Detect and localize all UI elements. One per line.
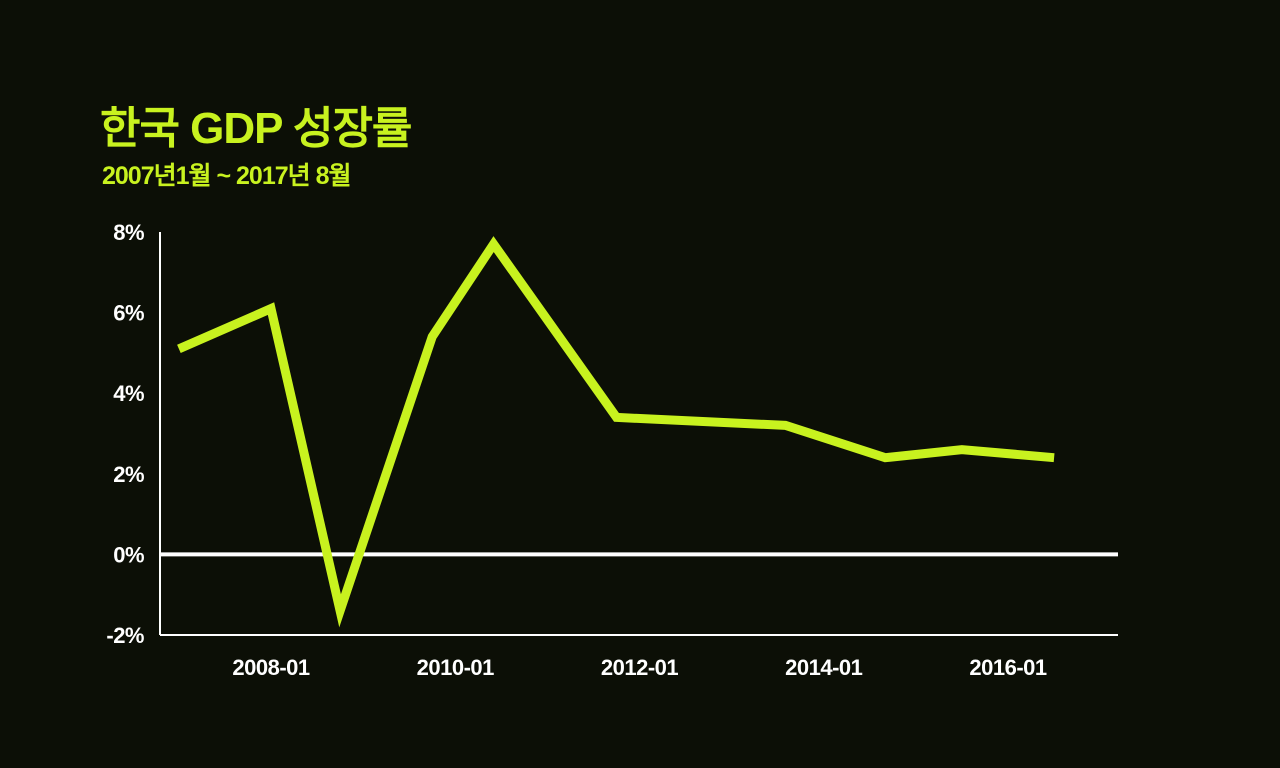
y-tick-label: -2% (106, 623, 144, 648)
chart-title: 한국 GDP 성장률 (100, 104, 412, 153)
x-tick-label: 2014-01 (785, 655, 863, 680)
series-group (177, 236, 1055, 628)
x-tick-label: 2010-01 (417, 655, 495, 680)
y-tick-label: 4% (113, 381, 144, 406)
y-axis: 8% 6% 4% 2% 0% -2% (106, 220, 161, 648)
y-tick-label: 2% (113, 462, 144, 487)
x-tick-label: 2008-01 (232, 655, 310, 680)
x-axis: 2008-01 2010-01 2012-01 2014-01 2016-01 (160, 634, 1118, 680)
gdp-growth-line (177, 236, 1055, 628)
x-tick-label: 2012-01 (601, 655, 679, 680)
x-tick-label: 2016-01 (969, 655, 1047, 680)
chart-subtitle: 2007년1월 ~ 2017년 8월 (102, 162, 351, 190)
y-tick-label: 0% (113, 542, 144, 567)
y-tick-label: 8% (113, 220, 144, 245)
y-tick-label: 6% (113, 301, 144, 326)
